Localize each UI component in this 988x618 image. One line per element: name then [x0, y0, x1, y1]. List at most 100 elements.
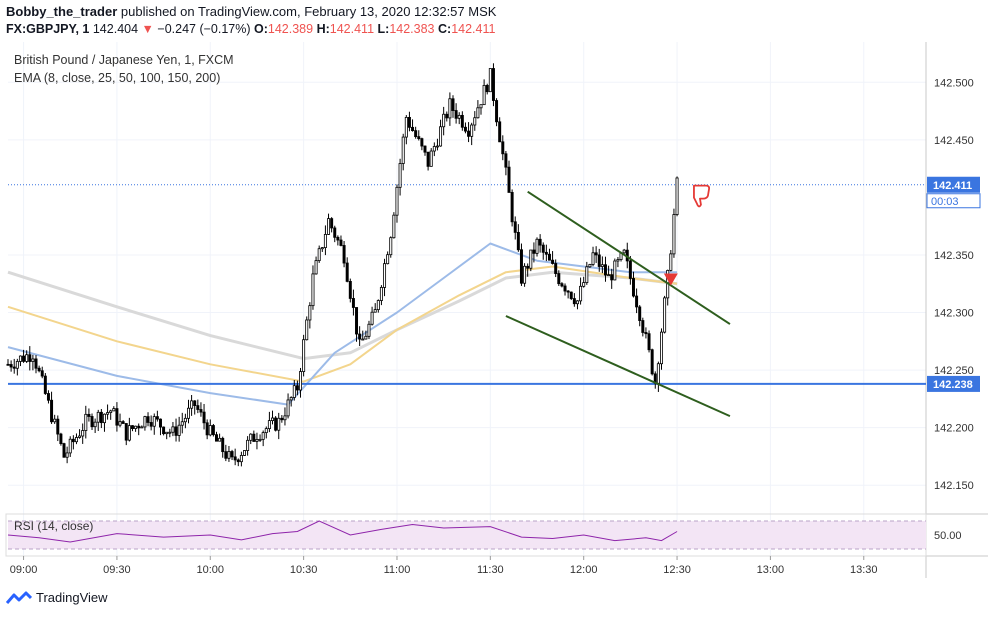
channel-upper-line	[527, 190, 731, 325]
candle-down	[336, 236, 340, 241]
open-value: 142.389	[267, 22, 314, 36]
trend-channel[interactable]	[505, 190, 731, 418]
candle-down	[526, 265, 530, 269]
candle-down	[56, 418, 60, 435]
candle-up	[74, 437, 78, 443]
candle-up	[323, 234, 327, 248]
candle-up	[616, 259, 620, 262]
candle-down	[9, 364, 13, 368]
candle-down	[485, 84, 489, 93]
candle-down	[538, 238, 542, 246]
candle-up	[663, 297, 667, 333]
candle-down	[339, 239, 343, 246]
candle-up	[622, 249, 626, 254]
candle-up	[482, 84, 486, 106]
published-info: published on TradingView.com, February 1…	[120, 4, 497, 19]
candle-up	[314, 260, 318, 275]
candle-down	[597, 254, 601, 267]
candle-down	[295, 385, 299, 391]
time-tick-7: 12:30	[663, 564, 691, 576]
candle-up	[289, 397, 293, 401]
candle-down	[252, 433, 256, 442]
candle-down	[407, 116, 411, 128]
price-tick-1: 142.450	[934, 135, 974, 147]
candle-up	[31, 358, 35, 362]
candle-up	[186, 407, 190, 419]
low-value: 142.383	[389, 22, 435, 36]
candle-up	[473, 117, 477, 126]
ema-grey-line	[7, 270, 678, 361]
candle-up	[118, 421, 122, 426]
candle-down	[162, 426, 166, 435]
candle-down	[610, 274, 614, 281]
candle-up	[404, 116, 408, 138]
candle-up	[112, 408, 116, 412]
candle-up	[255, 439, 259, 442]
candle-down	[43, 375, 47, 394]
candle-down	[174, 426, 178, 436]
rsi-line	[7, 520, 678, 543]
candle-up	[442, 113, 446, 128]
candle-up	[292, 385, 296, 398]
candle-up	[143, 416, 147, 428]
candle-down	[90, 416, 94, 428]
candle-down	[12, 366, 16, 369]
candle-up	[299, 371, 303, 391]
time-tick-3: 10:30	[290, 564, 318, 576]
candle-up	[457, 114, 461, 119]
price-tick-4: 142.250	[934, 365, 974, 377]
candle-down	[557, 273, 561, 285]
price-axis[interactable]: 142.500 142.450 142.350 142.300 142.250 142.2…	[926, 77, 981, 542]
candle-up	[600, 264, 604, 267]
candle-up	[401, 136, 405, 164]
price-tick-6: 142.150	[934, 480, 974, 492]
low-label: L:	[377, 22, 390, 36]
candle-up	[672, 214, 676, 255]
footer-brand[interactable]: TradingView	[6, 590, 108, 605]
candle-up	[84, 413, 88, 431]
ema-lines	[7, 242, 678, 406]
candle-up	[102, 413, 106, 424]
current-price-label: 142.411	[933, 180, 972, 192]
candle-down	[650, 349, 654, 375]
candle-up	[364, 335, 368, 340]
candle-down	[463, 126, 467, 132]
candle-down	[460, 114, 464, 128]
candle-down	[99, 411, 103, 424]
candle-down	[426, 151, 430, 167]
time-axis[interactable]: 09:00 09:30 10:00 10:30 11:00 11:30 12:00 12:30…	[10, 556, 878, 576]
candle-up	[476, 107, 480, 119]
candle-down	[28, 354, 32, 362]
candle-down	[647, 333, 651, 351]
candle-up	[327, 218, 331, 235]
candle-down	[628, 260, 632, 279]
candle-up	[18, 355, 22, 362]
rsi-tick-0: 50.00	[934, 530, 962, 542]
candle-down	[149, 422, 153, 427]
horizontal-level-line[interactable]	[8, 184, 926, 385]
candle-down	[6, 363, 10, 366]
candle-down	[454, 110, 458, 119]
candle-up	[529, 249, 533, 269]
candle-up	[65, 452, 69, 458]
level-price-tag	[927, 375, 980, 392]
candle-up	[575, 300, 579, 305]
high-value: 142.411	[329, 22, 375, 36]
candle-down	[644, 332, 648, 335]
candle-down	[345, 262, 349, 282]
candle-down	[274, 417, 278, 431]
candle-down	[199, 409, 203, 413]
candle-down	[544, 251, 548, 255]
time-tick-8: 13:00	[757, 564, 785, 576]
candle-up	[317, 248, 321, 262]
candle-up	[448, 98, 452, 119]
candle-up	[675, 177, 679, 215]
candle-up	[106, 412, 110, 415]
candle-up	[127, 425, 131, 441]
candle-down	[215, 434, 218, 442]
candle-down	[547, 253, 551, 261]
candle-down	[233, 456, 237, 461]
price-tick-5: 142.200	[934, 423, 974, 435]
candle-up	[165, 431, 169, 435]
